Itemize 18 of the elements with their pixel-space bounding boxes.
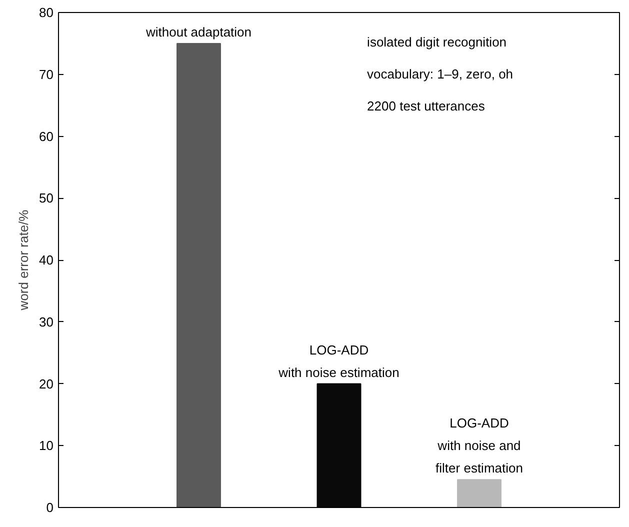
y-tick-label: 80 bbox=[39, 5, 54, 20]
annotation: without adaptation bbox=[144, 24, 252, 40]
y-tick-label: 30 bbox=[39, 314, 54, 330]
annotation: LOG-ADD with noise and filter estimation bbox=[436, 416, 523, 476]
y-tick-label: 50 bbox=[39, 190, 54, 206]
y-tick-label: 10 bbox=[39, 438, 54, 454]
annotation: LOG-ADD with noise estimation bbox=[278, 342, 400, 380]
y-axis-title: word error rate/% bbox=[16, 209, 32, 312]
annotation: vocabulary: 1–9, zero, oh bbox=[367, 66, 514, 82]
y-tick-label: 20 bbox=[39, 376, 54, 392]
y-tick-label: 70 bbox=[39, 66, 54, 82]
y-tick-label: 40 bbox=[39, 252, 54, 268]
y-tick-label: 60 bbox=[39, 128, 54, 144]
y-tick-label: 0 bbox=[46, 500, 54, 515]
annotation: 2200 test utterances bbox=[367, 98, 486, 114]
annotation: isolated digit recognition bbox=[367, 34, 507, 50]
bar bbox=[457, 479, 502, 508]
bar bbox=[176, 42, 221, 508]
